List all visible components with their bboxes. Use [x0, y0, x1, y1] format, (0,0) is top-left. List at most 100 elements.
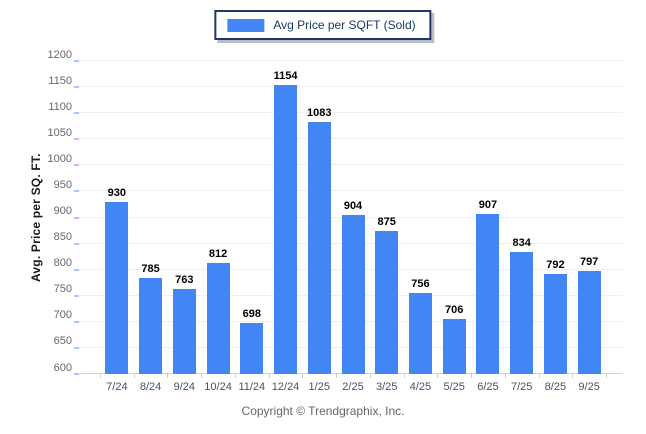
gridline	[79, 138, 623, 140]
legend-color-swatch	[227, 18, 265, 32]
chart-legend[interactable]: Avg Price per SQFT (Sold)	[214, 10, 432, 40]
y-tick-label: 1200	[47, 48, 72, 61]
y-tick-label: 750	[53, 283, 72, 296]
gridline	[79, 60, 623, 61]
x-tick-label: 10/24	[204, 381, 232, 393]
y-axis-tick	[74, 373, 79, 375]
bar-value-label: 907	[478, 198, 498, 211]
x-tick-label: 11/24	[238, 381, 266, 393]
plot-area: 600 650 700 750 800 850 900 950 1000 1050 1100 1150…	[48, 49, 623, 393]
x-axis-tick	[606, 374, 607, 378]
bar-value-label: 785	[141, 262, 160, 275]
y-tick-label: 850	[53, 231, 72, 244]
bar[interactable]	[442, 318, 466, 374]
bar[interactable]	[408, 292, 432, 374]
y-axis-tick	[74, 320, 79, 323]
y-tick-label: 800	[53, 257, 72, 270]
y-tick-label: 1150	[48, 74, 72, 87]
y-axis-tick	[74, 112, 79, 115]
bar[interactable]	[510, 251, 534, 374]
gridline	[79, 164, 623, 166]
bar-value-label: 875	[377, 215, 396, 228]
x-axis-tick	[167, 374, 169, 378]
y-axis-tick	[74, 164, 79, 167]
bar[interactable]	[341, 215, 365, 374]
bar-value-label: 797	[579, 256, 599, 269]
y-axis-tick	[74, 216, 79, 219]
x-tick-label: 1/25	[308, 381, 330, 393]
y-tick-label: 950	[53, 178, 72, 191]
x-axis-tick	[336, 374, 338, 378]
gridline	[79, 112, 623, 114]
x-axis-tick	[471, 374, 473, 378]
x-axis-tick	[403, 374, 405, 378]
x-tick-label: 12/24	[271, 381, 300, 393]
bar-value-label: 834	[512, 236, 531, 249]
legend-series-label: Avg Price per SQFT (Sold)	[273, 18, 416, 32]
x-axis-tick	[504, 374, 506, 378]
y-tick-label: 900	[53, 205, 72, 217]
x-axis-tick	[133, 374, 135, 378]
bar[interactable]	[240, 322, 264, 374]
x-tick-label: 8/25	[544, 381, 567, 393]
y-tick-label: 1050	[47, 126, 72, 139]
y-axis-tick	[74, 242, 79, 245]
gridline	[79, 86, 623, 88]
x-axis-tick	[268, 374, 270, 378]
x-axis-tick	[538, 374, 540, 378]
bar-value-label: 698	[242, 307, 261, 320]
y-tick-label: 600	[53, 361, 72, 374]
bar-value-label: 812	[208, 248, 228, 261]
footer-copyright: Copyright © Trendgraphix, Inc.	[241, 404, 405, 418]
x-axis-tick	[201, 374, 203, 378]
bar[interactable]	[172, 288, 196, 374]
bar-value-label: 930	[107, 186, 127, 199]
x-axis-tick	[437, 374, 439, 378]
bar[interactable]	[577, 271, 601, 374]
bar[interactable]	[206, 263, 230, 374]
bar[interactable]	[307, 122, 331, 374]
bar[interactable]	[543, 273, 567, 374]
bar-value-label: 756	[411, 277, 430, 290]
x-tick-label: 9/25	[578, 381, 600, 393]
x-axis-tick	[100, 374, 101, 378]
x-axis-tick	[302, 374, 304, 378]
bar-value-label: 763	[175, 273, 194, 286]
y-axis-tick	[74, 268, 79, 271]
y-tick-label: 650	[53, 335, 72, 348]
x-tick-label: 8/24	[139, 381, 162, 393]
x-tick-label: 3/25	[376, 381, 398, 393]
x-tick-label: 4/25	[409, 381, 432, 393]
gridline	[79, 190, 623, 192]
x-tick-label: 7/24	[106, 381, 128, 393]
x-axis-tick	[572, 374, 574, 378]
y-axis-title: Avg. Price per SQ. FT.	[29, 153, 43, 282]
bar-value-label: 792	[546, 258, 565, 271]
y-tick-label: 1000	[47, 152, 72, 165]
y-axis-tick	[74, 60, 79, 62]
y-axis-tick	[74, 86, 79, 89]
bar[interactable]	[139, 277, 163, 374]
y-tick-label: 1100	[48, 100, 72, 113]
bar-value-label: 1083	[307, 107, 332, 120]
x-tick-label: 2/25	[342, 381, 364, 393]
x-tick-label: 6/25	[477, 381, 499, 393]
x-tick-label: 5/25	[443, 381, 465, 393]
bar[interactable]	[105, 201, 129, 374]
y-tick-label: 700	[53, 309, 72, 322]
bar[interactable]	[274, 85, 298, 374]
bar-value-label: 706	[445, 303, 464, 316]
bar-value-label: 1154	[273, 70, 298, 82]
y-axis-tick	[74, 190, 79, 193]
y-axis-tick	[74, 294, 79, 297]
bar[interactable]	[476, 213, 500, 374]
bar[interactable]	[375, 230, 399, 374]
y-axis-tick	[74, 138, 79, 141]
x-axis-tick	[369, 374, 371, 378]
bar-value-label: 904	[343, 200, 363, 213]
x-tick-label: 7/25	[510, 381, 533, 393]
x-tick-label: 9/24	[173, 381, 196, 393]
y-axis-tick	[74, 346, 79, 349]
x-axis-tick	[234, 374, 236, 378]
